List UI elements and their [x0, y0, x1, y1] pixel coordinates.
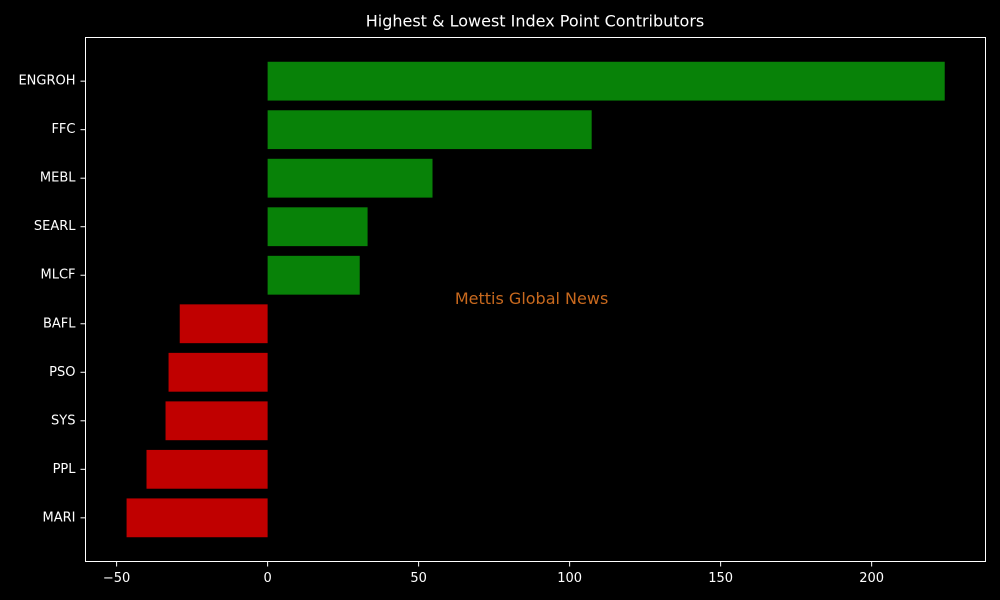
y-tick-label: BAFL [43, 316, 76, 331]
x-tick-label: −50 [103, 571, 130, 586]
x-tick-label: 200 [859, 571, 884, 586]
plot-frame [85, 37, 986, 562]
bar [267, 61, 945, 101]
y-tick-label: FFC [51, 122, 75, 137]
y-tick-label: MARI [43, 510, 76, 525]
y-tick-label: SEARL [34, 219, 76, 234]
y-tick-label: ENGROH [18, 74, 75, 89]
x-tick-label: 50 [410, 571, 427, 586]
bar [267, 255, 360, 295]
bar [179, 304, 268, 344]
x-tick-label: 100 [557, 571, 582, 586]
y-tick-label: SYS [51, 413, 75, 428]
bar [267, 158, 433, 198]
bar [267, 110, 592, 150]
bar [267, 207, 368, 247]
x-tick-label: 0 [263, 571, 271, 586]
bar [165, 401, 268, 441]
bar [126, 498, 268, 538]
annotation: Mettis Global News [455, 289, 608, 308]
bar [146, 449, 268, 489]
y-tick-label: PPL [53, 462, 77, 477]
bar [168, 352, 268, 392]
y-tick-label: MEBL [40, 171, 76, 186]
y-tick-label: MLCF [40, 268, 75, 283]
y-tick-label: PSO [49, 365, 75, 380]
x-tick-label: 150 [708, 571, 733, 586]
chart-title: Highest & Lowest Index Point Contributor… [366, 12, 705, 31]
